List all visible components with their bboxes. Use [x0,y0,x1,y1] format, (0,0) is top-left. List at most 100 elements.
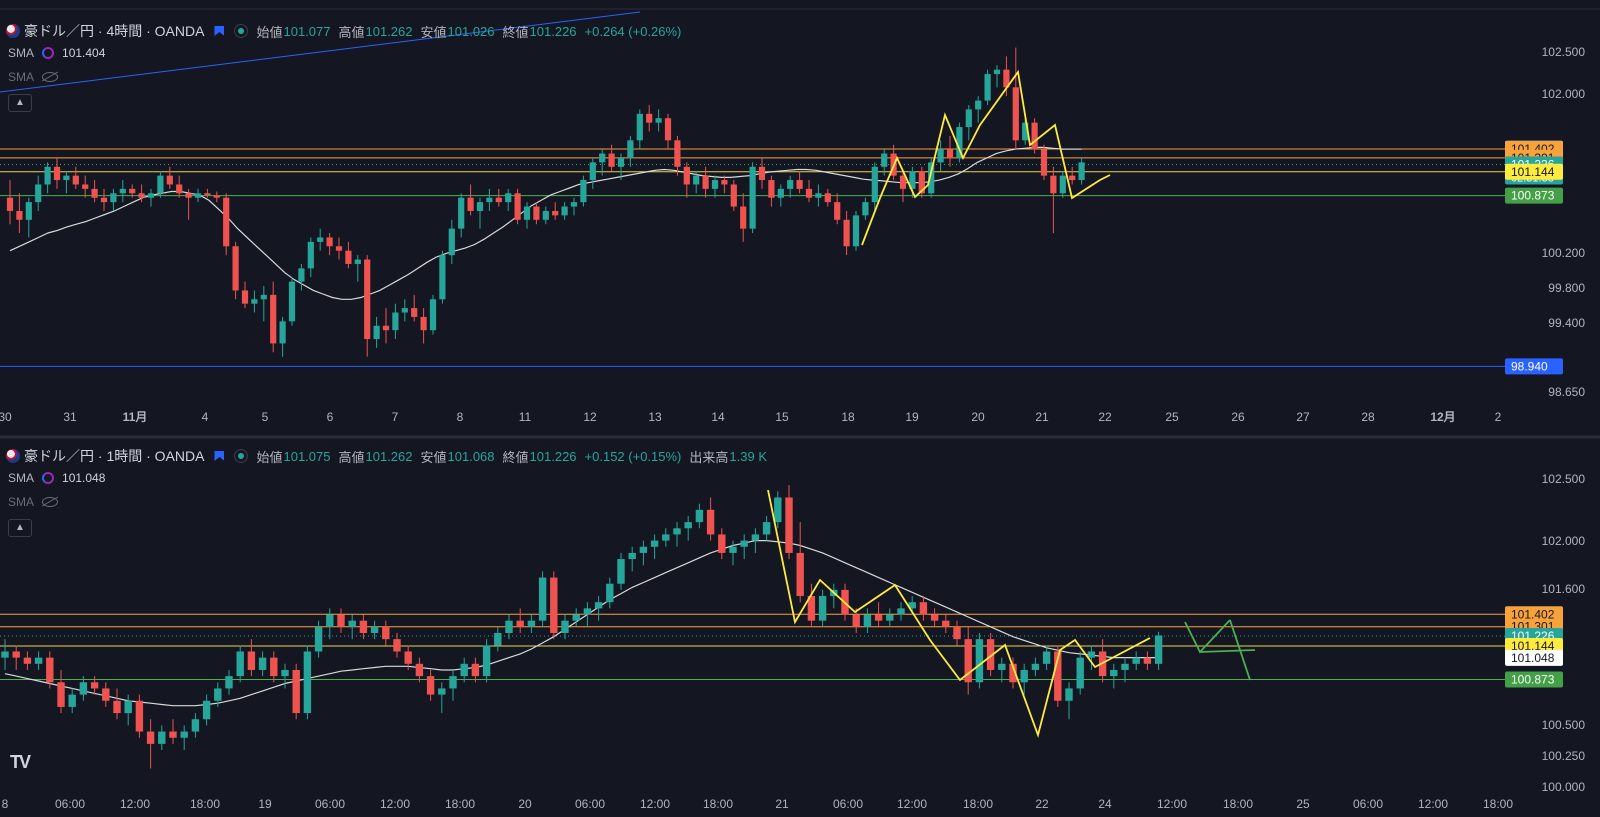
bottom-symbol-title[interactable]: 豪ドル／円 · 1時間 · OANDA [24,448,205,464]
candle [785,485,793,560]
candle [270,651,278,683]
collapse-legend-button[interactable]: ▲ [8,519,32,537]
candle [852,210,860,251]
x-tick-label: 11 [519,410,532,424]
x-tick-label: 25 [1165,410,1179,424]
sma-label: SMA [8,471,35,485]
candle [1110,663,1118,689]
candle [146,719,155,769]
candle-body [225,676,233,689]
candle [63,171,70,194]
candle [674,135,681,176]
candle-body [279,321,286,344]
candle [627,135,634,167]
candle-body [438,688,446,695]
candle-body [102,688,110,701]
y-tick-label: 99.800 [1548,281,1585,295]
candle-body [16,210,23,220]
candle-body [730,184,737,207]
candle [886,608,894,627]
candle [871,162,878,211]
candle [664,113,672,150]
candle [796,171,803,194]
candle [986,633,995,677]
candle-body [862,202,869,216]
hidden-eye-icon[interactable] [42,72,59,82]
x-tick-label: 06:00 [1353,797,1383,811]
candle [79,676,88,701]
price-tag-blue: 98.940 [1505,358,1563,375]
candle-body [303,651,312,714]
candle-body [673,528,681,535]
candle [449,669,457,701]
candle-body [843,219,850,247]
candle-body [608,153,615,167]
x-tick-label: 12:00 [120,797,150,811]
candle-body [348,620,356,627]
candle-body [1065,688,1073,701]
x-tick-label: 30 [0,410,12,424]
candle-body [113,700,121,714]
candle-body [589,162,596,181]
candle [1042,645,1051,670]
candle [874,602,883,627]
candle [984,69,991,105]
candle [1132,651,1140,670]
candle-body [1050,175,1057,194]
candle-body [135,700,144,732]
candle-body [439,255,446,300]
candle-body [740,206,747,229]
candle [824,188,831,207]
collapse-legend-button[interactable]: ▲ [8,94,32,112]
market-status-icon[interactable] [234,449,249,463]
x-tick-label: 27 [1296,410,1310,424]
candle [176,175,183,198]
candle-body [335,246,343,251]
candle-body [68,694,76,707]
candle-body [1076,657,1084,689]
candle-body [599,153,606,163]
candle [460,657,468,683]
candle [946,135,954,167]
price-tag-box [1505,606,1563,623]
candle [382,308,390,344]
candle [1059,171,1066,198]
bookmark-flag-icon[interactable] [214,451,225,461]
candle-body [326,237,333,247]
top-sma-legend[interactable]: SMA 101.404 [8,46,105,60]
candle-body [1031,122,1038,150]
market-status-icon[interactable] [234,24,249,38]
candle-body [852,215,860,247]
bottom-chart-header[interactable]: 豪ドル／円 · 1時間 · OANDA 始値 101.075 高値 101.262 … [6,446,775,466]
x-tick-label: 20 [971,410,985,424]
candle [774,491,782,529]
candle [68,688,76,714]
candle-body [63,175,70,181]
candle-body [138,193,145,198]
candle-body [482,645,491,677]
top-chart-header[interactable]: 豪ドル／円 · 4時間 · OANDA 始値 101.077 高値 101.262 … [6,21,689,41]
candle-body [758,166,766,181]
candle [762,515,771,541]
candle-body [110,193,117,203]
candle [1065,682,1073,720]
candle [270,281,277,353]
candle [617,153,625,181]
top-symbol-title[interactable]: 豪ドル／円 · 4時間 · OANDA [24,23,205,39]
y-tick-label: 101.600 [1542,582,1586,596]
candle-body [617,157,625,167]
candle [711,175,719,198]
candle [998,657,1006,683]
candle [993,65,1001,88]
hidden-eye-icon[interactable] [42,497,59,507]
candle [185,188,192,220]
candle [303,645,312,720]
bottom-sma-legend[interactable]: SMA 101.048 [8,471,105,485]
sma-source-icon[interactable] [42,472,55,484]
bottom-sma2-legend[interactable]: SMA [8,495,59,509]
top-sma2-legend[interactable]: SMA [8,70,59,84]
candle [684,515,692,541]
sma-source-icon[interactable] [42,47,55,59]
bookmark-flag-icon[interactable] [214,26,225,36]
